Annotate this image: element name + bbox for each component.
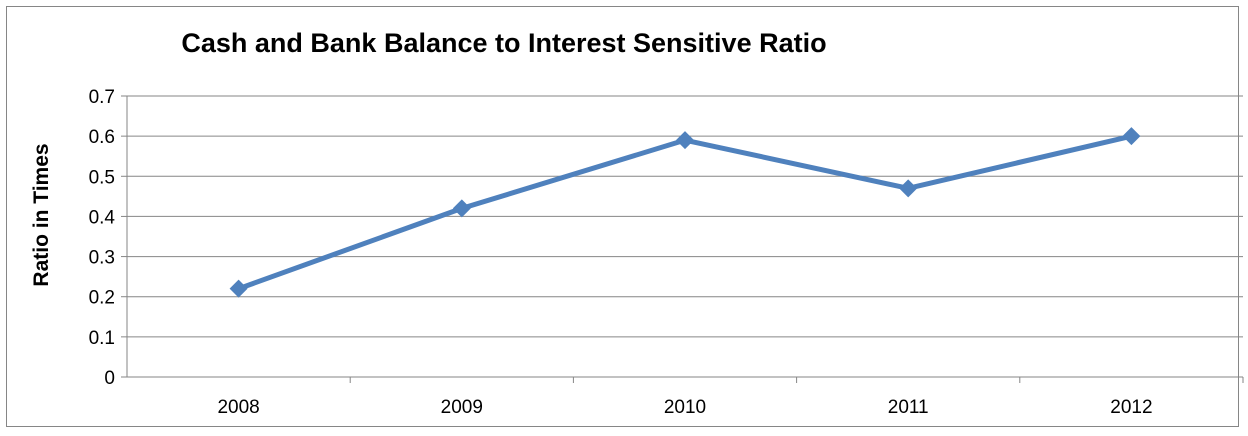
x-tick-label: 2009 <box>441 397 483 418</box>
x-tick-label: 2012 <box>1110 397 1152 418</box>
y-tick-labels: 0 0.1 0.2 0.3 0.4 0.5 0.6 0.7 <box>89 87 116 389</box>
data-point-marker <box>452 199 471 218</box>
y-tick-label: 0 <box>104 368 115 389</box>
data-point-marker <box>676 131 694 150</box>
x-tick-label: 2010 <box>664 397 706 418</box>
y-tick-label: 0.6 <box>89 127 115 148</box>
y-tick-label: 0.5 <box>89 167 115 188</box>
series-line <box>237 133 1132 292</box>
y-tick-label: 0.1 <box>89 328 115 349</box>
series-group <box>229 127 1141 298</box>
y-tick-label: 0.7 <box>89 87 115 108</box>
data-point-marker <box>1122 127 1141 146</box>
x-tick-label: 2008 <box>217 397 259 418</box>
chart-title: Cash and Bank Balance to Interest Sensit… <box>181 28 827 58</box>
y-tick-label: 0.4 <box>89 207 116 228</box>
x-tick-label: 2011 <box>888 397 929 418</box>
y-tick-label: 0.3 <box>89 248 115 269</box>
x-tick-labels: 2008 2009 2010 2011 2012 <box>217 397 1152 418</box>
y-axis-title: Ratio in Times <box>30 143 53 286</box>
data-point-marker <box>899 179 918 198</box>
y-tick-label: 0.2 <box>89 288 115 309</box>
data-point-marker <box>229 279 248 298</box>
axes <box>121 95 1244 383</box>
